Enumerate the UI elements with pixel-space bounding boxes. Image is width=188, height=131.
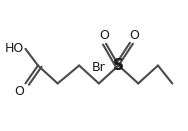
Text: O: O	[99, 29, 109, 42]
Text: Br: Br	[92, 61, 106, 75]
Text: O: O	[130, 29, 140, 42]
Text: HO: HO	[4, 42, 24, 55]
Text: O: O	[14, 85, 24, 98]
Text: S: S	[113, 58, 124, 73]
